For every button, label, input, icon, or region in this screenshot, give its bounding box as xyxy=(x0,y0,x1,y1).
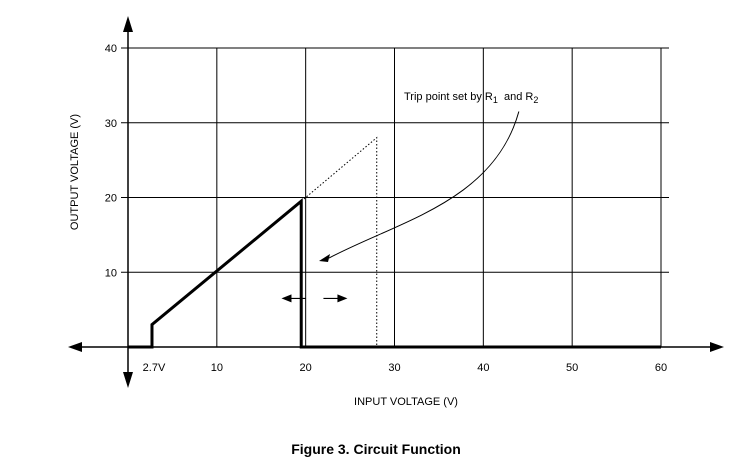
circuit-function-chart: 10 20 30 40 50 60 2.7V 10 20 30 40 Trip point set … xyxy=(68,16,724,408)
x-tick-label-20: 20 xyxy=(300,362,312,374)
x-tick-label-50: 50 xyxy=(566,362,578,374)
adjust-left-arrowhead xyxy=(281,294,292,303)
x-tick-label-10: 10 xyxy=(211,362,223,374)
adjust-right-arrowhead xyxy=(337,294,348,303)
y-axis-title: OUTPUT VOLTAGE (V) xyxy=(69,114,81,230)
trip-point-annotation: Trip point set by R1 and R2 xyxy=(404,91,538,105)
series-dotted-line xyxy=(300,136,378,347)
x-tick-label-2-7v: 2.7V xyxy=(143,362,166,374)
x-axis-title: INPUT VOLTAGE (V) xyxy=(354,396,458,408)
x-axis-arrow-left xyxy=(68,342,82,352)
y-tick-label-30: 30 xyxy=(105,118,117,130)
figure-caption: Figure 3. Circuit Function xyxy=(291,441,461,457)
annotation-group: Trip point set by R1 and R2 xyxy=(281,91,538,303)
y-tick-label-20: 20 xyxy=(105,193,117,205)
y-tick-label-10: 10 xyxy=(105,267,117,279)
axes xyxy=(68,16,724,388)
tick-labels: 10 20 30 40 50 60 2.7V 10 20 30 40 xyxy=(105,43,667,374)
trip-point-pointer-curve xyxy=(328,111,520,259)
grid-lines xyxy=(128,47,669,347)
x-tick-label-30: 30 xyxy=(388,362,400,374)
y-axis-arrow-up xyxy=(123,16,133,32)
x-tick-label-60: 60 xyxy=(655,362,667,374)
y-axis-arrow-down xyxy=(123,372,133,388)
series-lines xyxy=(128,136,661,349)
x-tick-label-40: 40 xyxy=(477,362,489,374)
trip-point-pointer-arrowhead xyxy=(318,254,330,263)
x-axis-arrow-right xyxy=(710,342,724,352)
y-tick-label-40: 40 xyxy=(105,43,117,55)
series-solid-line xyxy=(128,198,661,349)
